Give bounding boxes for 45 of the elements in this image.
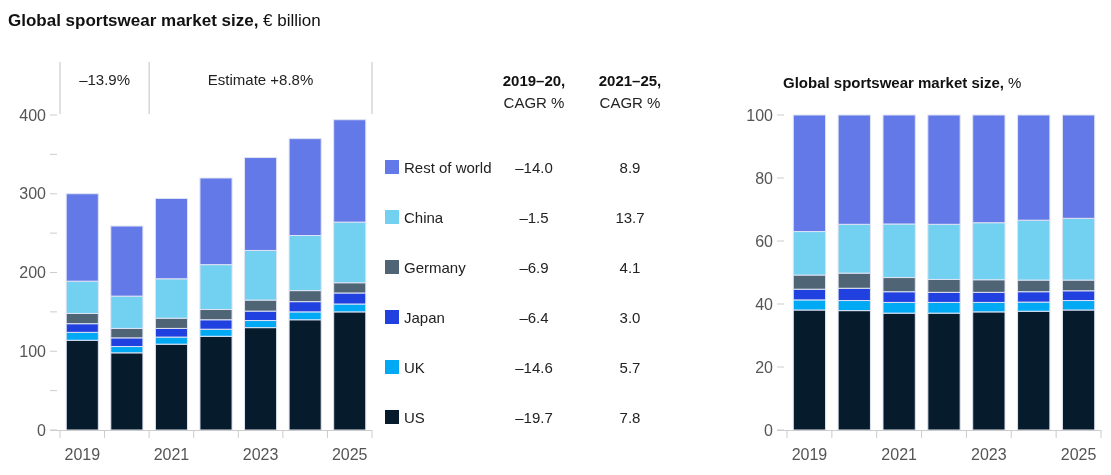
y-tick-label: 40	[755, 295, 774, 313]
x-tick-label: 2021	[881, 446, 918, 463]
text: –14.0	[515, 159, 553, 177]
text: 13.7	[615, 209, 645, 227]
text: –6.9	[519, 259, 549, 277]
text: 5.7	[619, 359, 641, 377]
legend-label: Germany	[404, 259, 467, 277]
legend-label: Japan	[404, 309, 445, 327]
text: Estimate +8.8%	[207, 71, 314, 88]
text: –13.9%	[79, 71, 131, 88]
y-tick-label: 200	[19, 264, 47, 282]
x-tick-label: 2019	[791, 446, 828, 463]
text: 2019–20,	[502, 72, 566, 89]
text: –1.5	[519, 209, 549, 227]
legend-label: US	[404, 409, 425, 427]
y-tick-label: 20	[755, 358, 774, 376]
text: CAGR %	[503, 94, 565, 111]
x-tick-label: 2023	[242, 446, 279, 463]
legend-label: China	[404, 209, 444, 227]
text: 7.8	[619, 409, 641, 427]
y-tick-label: 100	[19, 342, 47, 360]
text: 8.9	[619, 159, 641, 177]
text: CAGR %	[599, 94, 661, 111]
legend-label: Rest of world	[404, 159, 492, 177]
text: –6.4	[519, 309, 549, 327]
text: 2021–25,	[598, 72, 662, 89]
text: 3.0	[619, 309, 641, 327]
text: 4.1	[619, 259, 641, 277]
x-tick-label: 2023	[971, 446, 1007, 463]
y-tick-label: 300	[19, 185, 47, 203]
y-tick-label: 0	[37, 421, 47, 439]
x-tick-label: 2019	[64, 446, 101, 463]
x-tick-label: 2025	[1060, 446, 1097, 463]
y-tick-label: 100	[746, 106, 774, 124]
x-tick-label: 2021	[153, 446, 190, 463]
text: –14.6	[515, 359, 553, 377]
x-tick-label: 2025	[331, 446, 368, 463]
y-tick-label: 0	[764, 421, 774, 439]
y-tick-label: 400	[19, 106, 47, 124]
text: –19.7	[515, 409, 553, 427]
chart-title: Global sportswear market size, %	[783, 74, 1022, 91]
chart-title: Global sportswear market size, € billion	[8, 11, 321, 30]
legend-label: UK	[404, 359, 425, 377]
y-tick-label: 60	[755, 232, 774, 250]
y-tick-label: 80	[755, 169, 774, 187]
